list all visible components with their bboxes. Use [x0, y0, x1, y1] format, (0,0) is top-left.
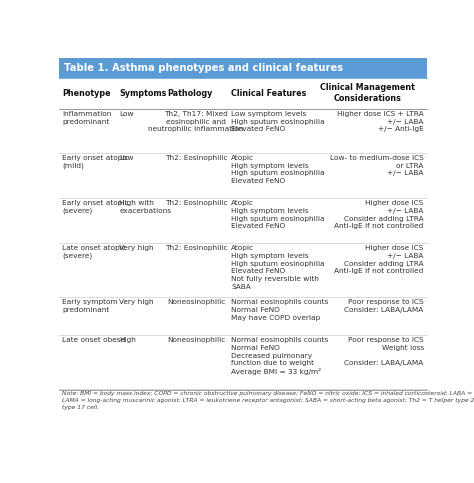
Text: Higher dose ICS
+/− LABA
Consider adding LTRA
Anti-IgE if not controlled: Higher dose ICS +/− LABA Consider adding…	[335, 200, 424, 229]
Text: Normal eosinophils counts
Normal FeNO
Decreased pulmonary
function due to weight: Normal eosinophils counts Normal FeNO De…	[231, 337, 328, 375]
Text: Th2, Th17: Mixed
eosinophilic and
neutrophilic inflammation: Th2, Th17: Mixed eosinophilic and neutro…	[148, 111, 244, 132]
Text: Noneosinophilic: Noneosinophilic	[167, 299, 225, 305]
Text: Low: Low	[119, 111, 134, 117]
Text: Th2: Eosinophilic: Th2: Eosinophilic	[165, 200, 228, 206]
Text: Very high: Very high	[119, 245, 154, 251]
Text: Higher dose ICS + LTRA
+/− LABA
+/− Anti-IgE: Higher dose ICS + LTRA +/− LABA +/− Anti…	[337, 111, 424, 132]
Text: Poor response to ICS
Consider: LABA/LAMA: Poor response to ICS Consider: LABA/LAMA	[345, 299, 424, 313]
Bar	[59, 153, 427, 198]
Text: Table 1. Asthma phenotypes and clinical features: Table 1. Asthma phenotypes and clinical …	[64, 63, 343, 73]
Bar	[59, 58, 427, 78]
Text: Atopic
High symptom levels
High sputum eosinophilia
Elevated FeNO
Not fully reve: Atopic High symptom levels High sputum e…	[231, 245, 325, 290]
Text: High with
exacerbations: High with exacerbations	[119, 200, 171, 214]
Bar	[59, 297, 427, 335]
Text: Atopic
High symptom levels
High sputum eosinophilia
Elevated FeNO: Atopic High symptom levels High sputum e…	[231, 200, 325, 229]
Text: Early symptom
predominant: Early symptom predominant	[62, 299, 118, 313]
Text: Early onset atopic
(severe): Early onset atopic (severe)	[62, 200, 128, 214]
Bar	[59, 335, 427, 389]
Text: Normal eosinophils counts
Normal FeNO
May have COPD overlap: Normal eosinophils counts Normal FeNO Ma…	[231, 299, 328, 321]
Text: High: High	[119, 337, 136, 343]
Text: Inflammation
predominant: Inflammation predominant	[62, 111, 111, 125]
Text: Poor response to ICS
Weight loss

Consider: LABA/LAMA: Poor response to ICS Weight loss Conside…	[345, 337, 424, 366]
Text: Very high: Very high	[119, 299, 154, 305]
Text: Pathology: Pathology	[167, 89, 212, 98]
Text: Noneosinophilic: Noneosinophilic	[167, 337, 225, 343]
Text: Early onset atopic
(mild): Early onset atopic (mild)	[62, 155, 128, 169]
Text: Clinical Management
Considerations: Clinical Management Considerations	[320, 83, 415, 103]
Text: Clinical Features: Clinical Features	[231, 89, 307, 98]
Bar	[59, 109, 427, 153]
Text: Late onset atopic
(severe): Late onset atopic (severe)	[62, 245, 126, 259]
Text: Th2: Eosinophilic: Th2: Eosinophilic	[165, 245, 228, 251]
Text: Higher dose ICS
+/− LABA
Consider adding LTRA
Anti-IgE if not controlled: Higher dose ICS +/− LABA Consider adding…	[335, 245, 424, 274]
Bar	[59, 243, 427, 297]
Text: Phenotype: Phenotype	[62, 89, 111, 98]
Bar	[59, 198, 427, 243]
Text: Note: BMI = body mass index; COPD = chronic obstructive pulmonary disease; FeNO : Note: BMI = body mass index; COPD = chro…	[62, 391, 474, 410]
Bar	[59, 78, 427, 109]
Text: Symptoms: Symptoms	[119, 89, 166, 98]
Text: Low: Low	[119, 155, 134, 161]
Text: Low- to medium-dose ICS
or LTRA
+/− LABA: Low- to medium-dose ICS or LTRA +/− LABA	[330, 155, 424, 176]
Text: Low symptom levels
High sputum eosinophilia
Elevated FeNO: Low symptom levels High sputum eosinophi…	[231, 111, 325, 132]
Text: Atopic
High symptom levels
High sputum eosinophilia
Elevated FeNO: Atopic High symptom levels High sputum e…	[231, 155, 325, 184]
Text: Th2: Eosinophilic: Th2: Eosinophilic	[165, 155, 228, 161]
Text: Late onset obese: Late onset obese	[62, 337, 125, 343]
